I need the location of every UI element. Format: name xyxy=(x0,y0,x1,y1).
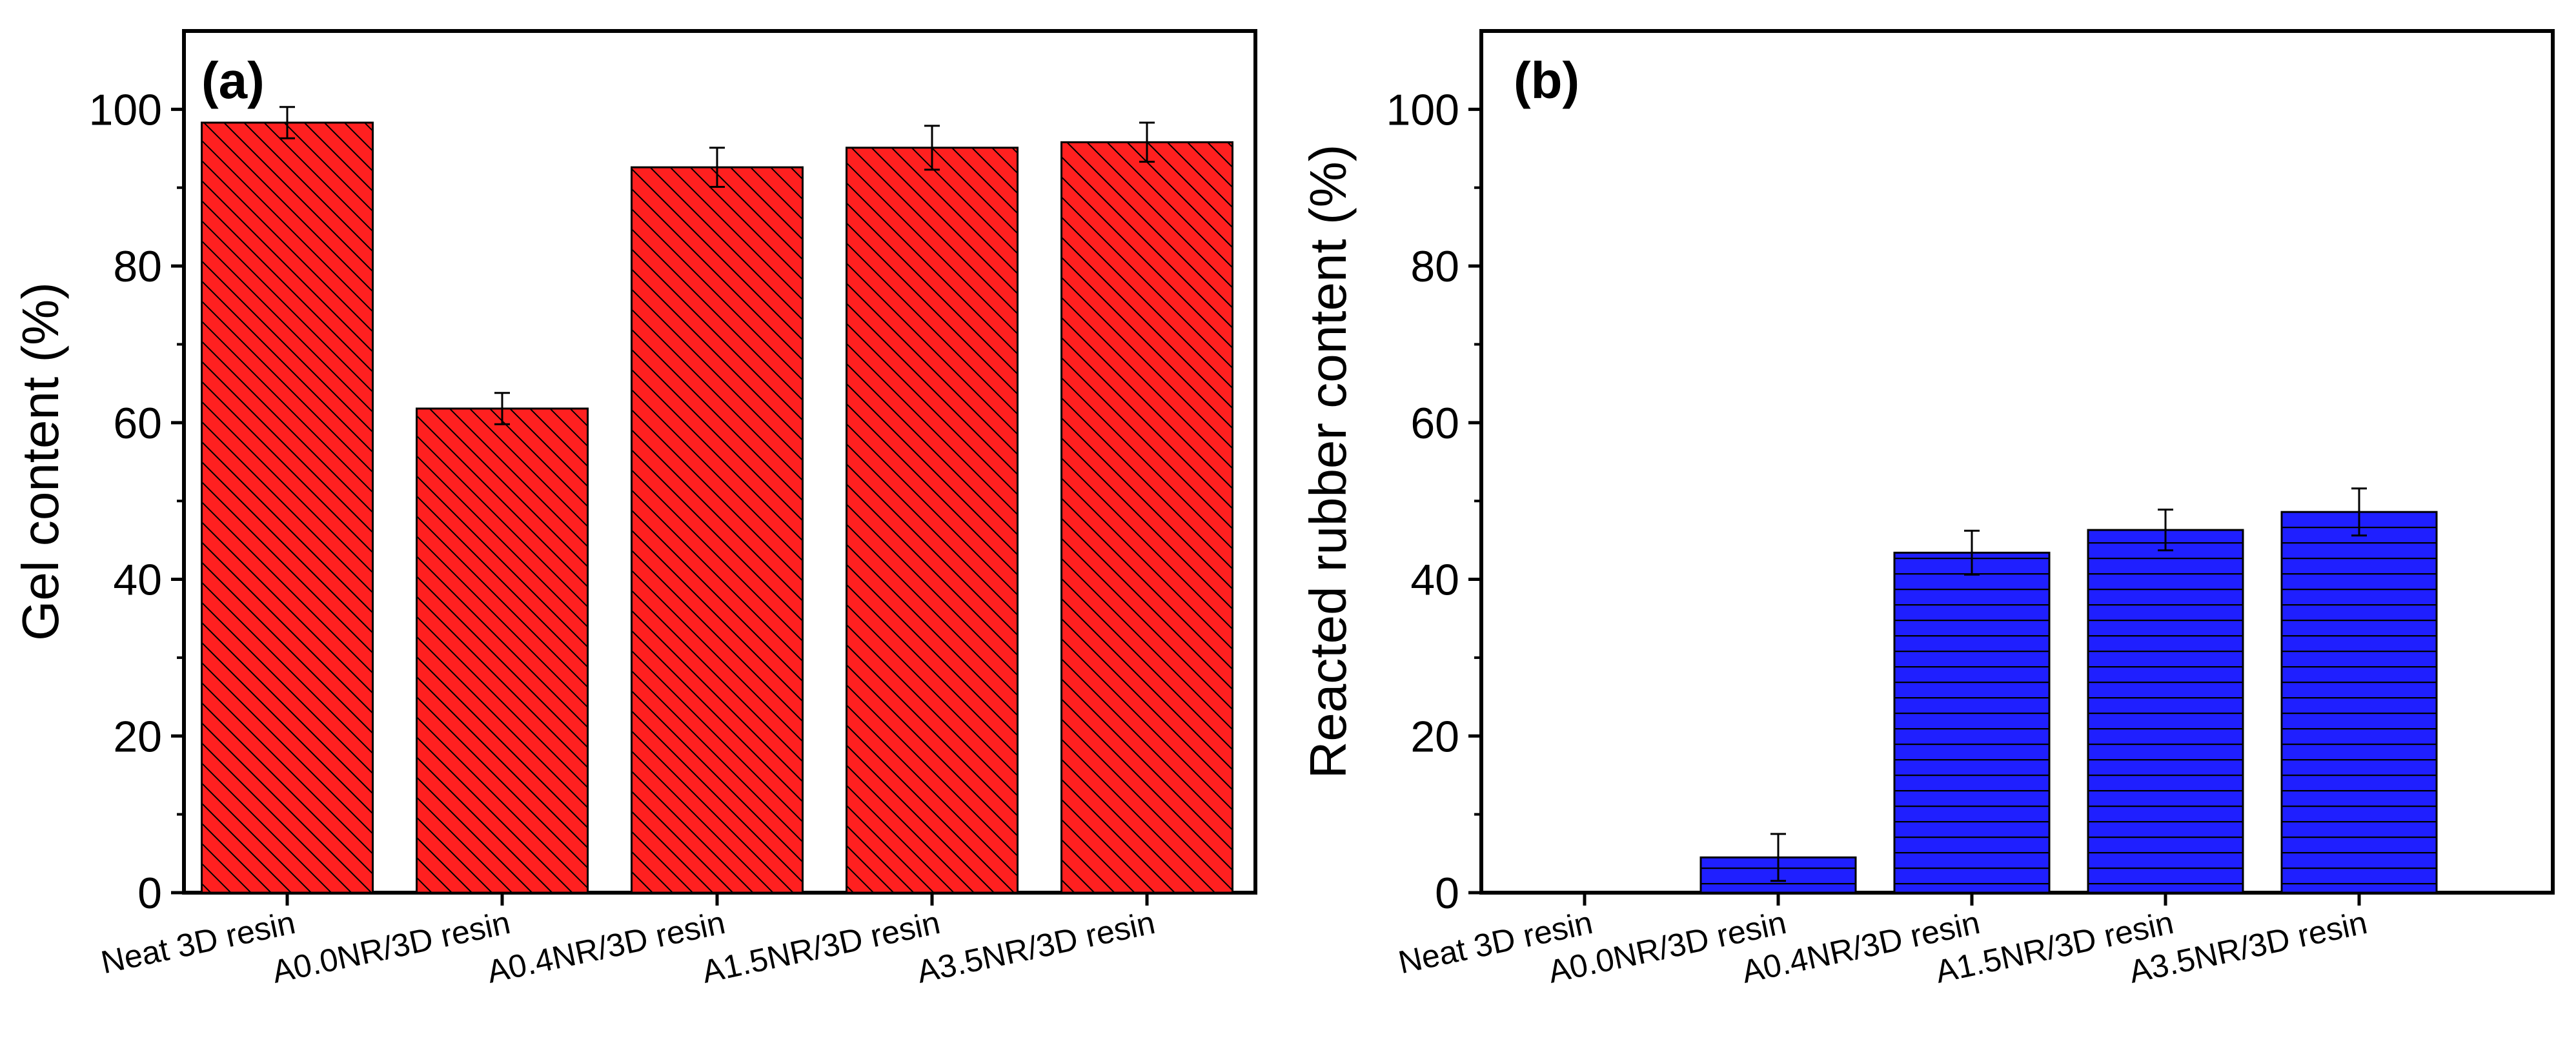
bar-a-3 xyxy=(846,147,1019,894)
x-tick-label-a-4: A3.5NR/3D resin xyxy=(914,904,1159,990)
error-bar-a-2 xyxy=(709,147,725,188)
y-tick-label-a-60: 60 xyxy=(113,399,162,448)
y-tick-label-a-0: 0 xyxy=(137,869,162,918)
y-tick-label-b-0: 0 xyxy=(1435,869,1459,918)
error-bar-b-2 xyxy=(1964,529,1980,576)
y-tick-label-a-20: 20 xyxy=(113,712,162,761)
y-axis-title-a: Gel content (%) xyxy=(12,282,69,641)
x-tick-label-a-1: A0.0NR/3D resin xyxy=(269,904,514,990)
error-bar-b-1 xyxy=(1770,833,1786,882)
panel-label-a: (a) xyxy=(201,52,265,109)
bar-b-4 xyxy=(2280,511,2438,894)
y-tick-label-b-80: 80 xyxy=(1410,242,1459,291)
y-tick-label-a-40: 40 xyxy=(113,556,162,605)
panel-label-b: (b) xyxy=(1514,52,1579,109)
x-tick-label-a-2: A0.4NR/3D resin xyxy=(484,904,729,990)
bar-a-1 xyxy=(416,407,589,894)
y-tick-label-a-80: 80 xyxy=(113,242,162,291)
error-bar-a-1 xyxy=(494,392,510,425)
error-bar-a-0 xyxy=(279,106,295,139)
y-axis-title-b: Reacted rubber content (%) xyxy=(1299,145,1357,779)
error-bar-b-3 xyxy=(2158,509,2173,552)
bar-a-2 xyxy=(631,166,804,894)
bar-a-0 xyxy=(201,121,374,894)
y-tick-label-b-40: 40 xyxy=(1410,556,1459,605)
bars-a xyxy=(201,106,1233,894)
bar-a-4 xyxy=(1060,141,1233,894)
error-bar-b-4 xyxy=(2351,487,2367,537)
y-tick-label-a-100: 100 xyxy=(89,85,162,134)
x-tick-label-a-3: A1.5NR/3D resin xyxy=(699,904,944,990)
y-axis-b: 0 20 40 60 80 100 xyxy=(1386,85,1481,918)
y-tick-label-b-100: 100 xyxy=(1386,85,1459,134)
error-bar-a-3 xyxy=(924,125,940,171)
y-tick-label-b-60: 60 xyxy=(1410,399,1459,448)
bar-b-3 xyxy=(2087,529,2244,894)
x-tick-label-a-0: Neat 3D resin xyxy=(98,904,299,980)
y-tick-label-b-20: 20 xyxy=(1410,712,1459,761)
bars-b xyxy=(1699,487,2438,894)
y-axis-a: 0 20 40 60 80 100 xyxy=(89,85,184,918)
error-bar-a-4 xyxy=(1139,121,1155,163)
bar-b-2 xyxy=(1893,551,2051,894)
